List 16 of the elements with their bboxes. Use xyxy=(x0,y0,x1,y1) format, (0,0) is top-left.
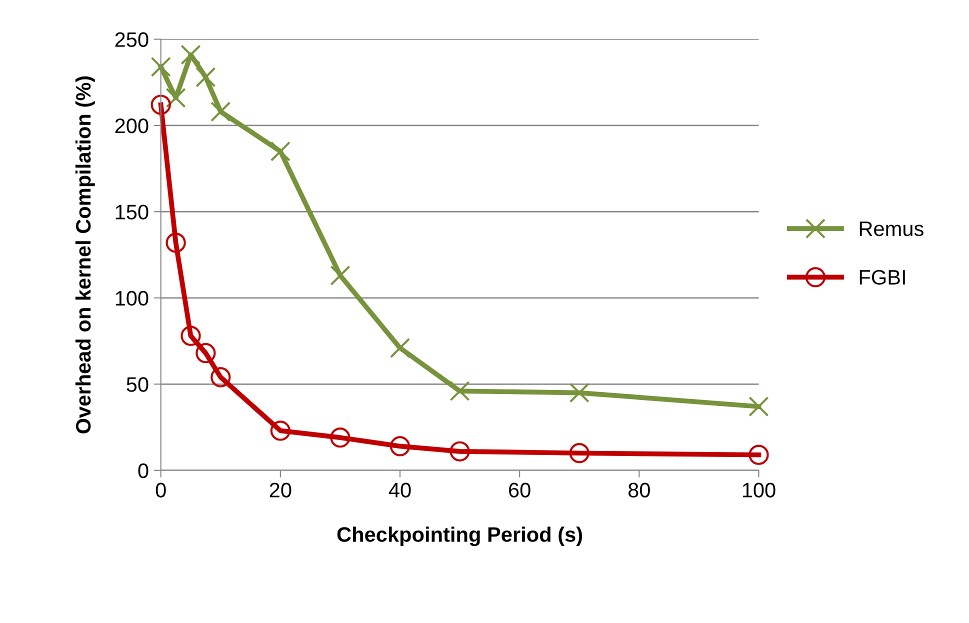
x-tick-label: 80 xyxy=(628,482,650,498)
y-tick-label: 150 xyxy=(116,204,148,220)
y-axis-title: Overhead on kernel Compilation (%) xyxy=(75,76,95,434)
x-tick-label: 60 xyxy=(509,482,530,498)
y-tick-label: 200 xyxy=(115,118,148,134)
x-tick-label: 40 xyxy=(388,482,411,498)
y-tick-label: 50 xyxy=(126,377,148,392)
x-axis-title: Checkpointing Period (s) xyxy=(337,526,582,546)
x-tick-label: 20 xyxy=(270,482,292,498)
x-tick-label: 100 xyxy=(742,482,776,498)
y-tick-label: 100 xyxy=(116,290,148,306)
y-tick-label: 250 xyxy=(115,32,148,48)
legend-label: FGBI xyxy=(860,270,905,285)
y-tick-label: 0 xyxy=(138,463,148,478)
legend-label: Remus xyxy=(860,222,924,236)
x-tick-label: 0 xyxy=(156,482,166,498)
